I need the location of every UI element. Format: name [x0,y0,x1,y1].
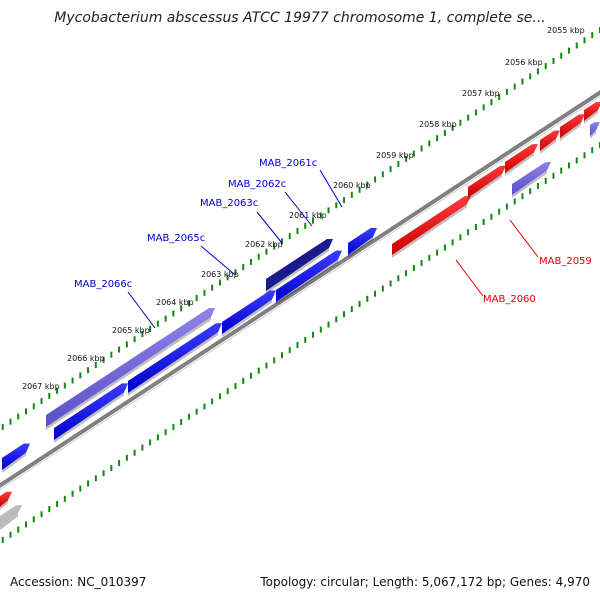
gene-features[interactable] [0,101,600,530]
kbp-labels: 2055 kbp 2056 kbp 2057 kbp 2058 kbp 2059 kbp… [22,26,585,391]
gene-body [505,143,538,173]
gene-body [2,443,30,470]
gene-leader-line [256,211,283,244]
gene-leader-line [200,245,235,275]
gene-shadow [540,138,556,154]
gene-shadow [560,122,581,141]
gene-label: MAB_2059 [539,256,592,267]
kbp-label: 2063 kbp [201,270,239,279]
gene-forward[interactable] [392,195,471,258]
gene-reverse[interactable] [222,290,276,337]
gene-shadow [46,317,211,430]
gene-reverse-alt[interactable] [46,307,215,430]
kbp-label: 2060 kbp [333,181,371,190]
gene-body [590,121,600,136]
gene-leader-line [284,191,313,227]
gene-body [54,383,128,440]
backbone [0,90,600,491]
gene-body [348,227,377,255]
kbp-label: 2061 kbp [289,211,327,220]
gene-forward[interactable] [468,165,506,201]
gene-label: MAB_2060 [483,294,536,305]
tick-track [1,27,600,543]
gene-grey[interactable] [0,505,22,530]
gene-shadow [0,500,8,510]
gene-label: MAB_2063c [200,198,258,209]
gene-body [392,195,471,255]
gene-shadow [276,259,338,305]
topology-summary: Topology: circular; Length: 5,067,172 bp… [260,575,590,589]
inner-tick-track [1,142,600,543]
gene-reverse-alt[interactable] [590,121,600,139]
kbp-label: 2056 kbp [505,58,543,67]
kbp-label: 2062 kbp [245,240,283,249]
gene-labels: MAB_2061c MAB_2062c MAB_2063c MAB_2065c MAB_… [74,158,592,329]
kbp-label: 2064 kbp [156,298,194,307]
gene-body [584,101,600,121]
gene-shadow [512,170,547,198]
gene-shadow [222,299,272,337]
gene-leader-line [509,219,539,258]
gene-forward[interactable] [540,130,560,154]
backbone-highlight [0,95,600,491]
kbp-label: 2066 kbp [67,354,105,363]
gene-forward[interactable] [560,114,585,141]
map-title: Mycobacterium abscessus ATCC 19977 chrom… [54,10,546,26]
gene-shadow [266,248,329,294]
gene-body [266,238,333,291]
backbone-line [0,90,600,488]
gene-label: MAB_2062c [228,179,286,190]
gene-shadow [505,152,534,176]
kbp-label: 2065 kbp [112,326,150,335]
gene-shadow [348,236,373,258]
gene-body [276,250,342,302]
gene-forward[interactable] [505,143,538,176]
gene-body [560,114,585,138]
gene-body [222,290,276,334]
gene-body [0,491,12,507]
gene-body [468,165,506,198]
gene-body [128,323,222,393]
gene-body [540,130,560,151]
gene-body [0,505,22,527]
gene-shadow [392,204,467,258]
gene-forward[interactable] [0,491,12,510]
gene-shadow [584,110,598,124]
gene-reverse[interactable] [348,227,377,258]
gene-label: MAB_2065c [147,233,205,244]
gene-reverse[interactable] [54,383,128,443]
gene-shadow [54,392,124,443]
kbp-label: 2058 kbp [419,120,457,129]
gene-label: MAB_2066c [74,279,132,290]
gene-reverse-dark[interactable] [266,238,333,294]
kbp-label: 2057 kbp [462,89,500,98]
kbp-label: 2059 kbp [376,151,414,160]
gene-label: MAB_2061c [259,158,317,169]
gene-shadow [590,130,596,139]
gene-leader-line [127,291,156,329]
gene-reverse[interactable] [128,323,222,396]
kbp-label: 2067 kbp [22,382,60,391]
gene-forward[interactable] [584,101,600,124]
accession-text: Accession: NC_010397 [10,575,147,589]
kbp-label: 2055 kbp [547,26,585,35]
gene-body [46,307,215,427]
gene-shadow [468,174,502,201]
gene-leader-line [455,259,484,297]
gene-shadow [2,452,26,473]
gene-reverse[interactable] [276,250,342,305]
gene-shadow [0,513,18,530]
gene-shadow [128,332,218,396]
gene-body [512,161,551,195]
gene-reverse[interactable] [2,443,30,473]
gene-reverse-alt[interactable] [512,161,551,198]
gene-leader-line [319,169,343,208]
outer-tick-track [1,27,600,430]
